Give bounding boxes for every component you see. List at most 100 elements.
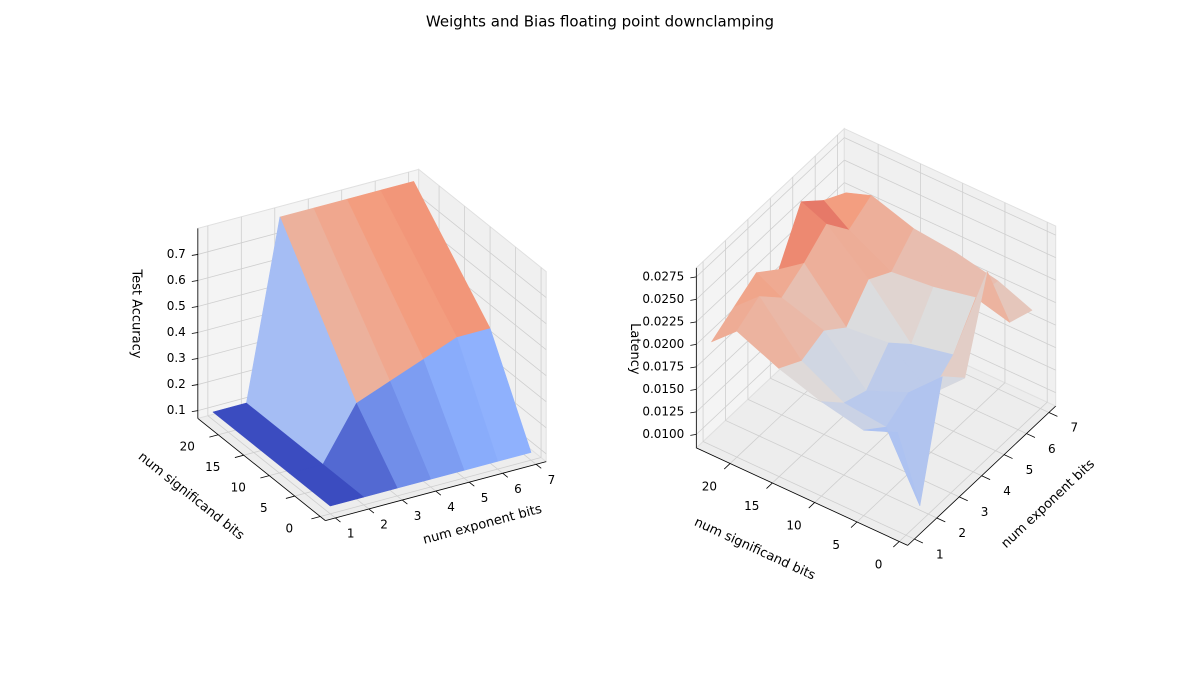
axis-line (696, 447, 908, 546)
axis-line (325, 461, 547, 521)
x-tick-label: 1 (936, 547, 944, 561)
tick-mark (690, 366, 697, 369)
tick-mark (191, 332, 198, 334)
tick-mark (690, 321, 697, 324)
x-tick-label: 3 (981, 505, 989, 519)
tick-mark (936, 517, 946, 523)
grid-line (856, 382, 1006, 523)
tick-mark (191, 410, 198, 412)
tick-mark (1003, 454, 1013, 459)
tick-mark (690, 298, 697, 301)
tick-mark (368, 508, 375, 514)
surface-patch (863, 426, 921, 507)
x-tick-label: 7 (548, 473, 556, 487)
y-tick-label: 0 (285, 521, 293, 535)
tick-mark (690, 388, 697, 391)
axis-line (907, 405, 1056, 546)
grid-line (725, 420, 937, 519)
tick-mark (690, 433, 697, 436)
x-tick-label: 3 (414, 509, 422, 523)
tick-mark (260, 475, 270, 479)
grid-line (696, 159, 845, 300)
tick-mark (311, 516, 321, 520)
z-tick-label: 0.5 (167, 299, 186, 313)
tick-mark (535, 463, 542, 469)
y-tick-label: 10 (231, 480, 246, 494)
z-axis-label: Latency (627, 323, 642, 375)
tick-mark (191, 280, 198, 282)
tick-mark (191, 306, 198, 308)
z-tick-label: 0.0275 (642, 269, 684, 283)
tick-mark (850, 521, 858, 528)
y-tick-label: 15 (744, 499, 759, 513)
x-tick-label: 1 (347, 527, 355, 541)
grid-line (702, 441, 915, 540)
z-tick-label: 0.0200 (642, 337, 684, 351)
tick-mark (1026, 433, 1036, 438)
tick-mark (234, 454, 244, 458)
tick-mark (893, 541, 900, 548)
y-tick-label: 20 (180, 440, 195, 454)
x-tick-label: 2 (958, 526, 966, 540)
x-tick-label: 4 (447, 500, 455, 514)
tick-mark (435, 490, 442, 496)
y-tick-label: 15 (205, 460, 220, 474)
grid-line (320, 457, 542, 517)
grid-line (696, 137, 845, 278)
z-tick-label: 0.6 (167, 273, 186, 287)
tick-mark (808, 502, 815, 509)
z-tick-label: 0.0100 (642, 427, 684, 441)
x-tick-label: 6 (514, 482, 522, 496)
tick-mark (191, 384, 198, 386)
tick-mark (690, 276, 697, 279)
tick-mark (502, 472, 509, 478)
y-tick-label: 0 (875, 557, 883, 571)
tick-mark (209, 434, 219, 438)
tick-mark (402, 499, 408, 505)
z-tick-label: 0.0125 (642, 404, 684, 418)
tick-mark (914, 538, 924, 544)
x-tick-label: 6 (1048, 442, 1056, 456)
y-tick-label: 5 (832, 538, 840, 552)
z-tick-label: 0.3 (167, 351, 186, 365)
y-tick-label: 5 (260, 501, 268, 515)
y-tick-label: 20 (702, 479, 717, 493)
grid-line (844, 159, 1056, 258)
z-tick-label: 0.4 (167, 325, 186, 339)
grid-line (207, 415, 336, 519)
tick-mark (335, 517, 341, 523)
tick-mark (285, 495, 295, 499)
x-tick-label: 4 (1003, 484, 1011, 498)
grid-line (898, 401, 1048, 542)
grid-line (844, 137, 1056, 236)
tick-mark (690, 343, 697, 346)
grid-line (844, 182, 1056, 281)
x-tick-label: 7 (1070, 421, 1078, 435)
tick-mark (1048, 412, 1058, 417)
z-tick-label: 0.0225 (642, 314, 684, 328)
y-tick-label: 10 (786, 518, 801, 532)
z-axis-label: Test Accuracy (128, 268, 143, 358)
axis-line (197, 418, 326, 521)
tick-mark (191, 254, 198, 256)
grid-line (418, 195, 547, 298)
x-tick-label: 2 (380, 518, 388, 532)
x-tick-label: 5 (481, 491, 489, 505)
z-tick-label: 0.0150 (642, 382, 684, 396)
z-tick-label: 0.0250 (642, 292, 684, 306)
z-tick-label: 0.0175 (642, 359, 684, 373)
z-tick-label: 0.7 (167, 247, 186, 261)
figure-title: Weights and Bias floating point downclam… (426, 13, 774, 31)
tick-mark (468, 481, 475, 487)
tick-mark (981, 475, 991, 481)
tick-mark (690, 411, 697, 414)
tick-mark (766, 482, 773, 489)
tick-mark (191, 358, 198, 360)
z-tick-label: 0.2 (167, 377, 186, 391)
tick-mark (723, 463, 731, 470)
tick-mark (959, 496, 968, 502)
z-tick-label: 0.1 (167, 403, 186, 417)
x-tick-label: 5 (1026, 463, 1034, 477)
surface-patch (289, 464, 365, 507)
